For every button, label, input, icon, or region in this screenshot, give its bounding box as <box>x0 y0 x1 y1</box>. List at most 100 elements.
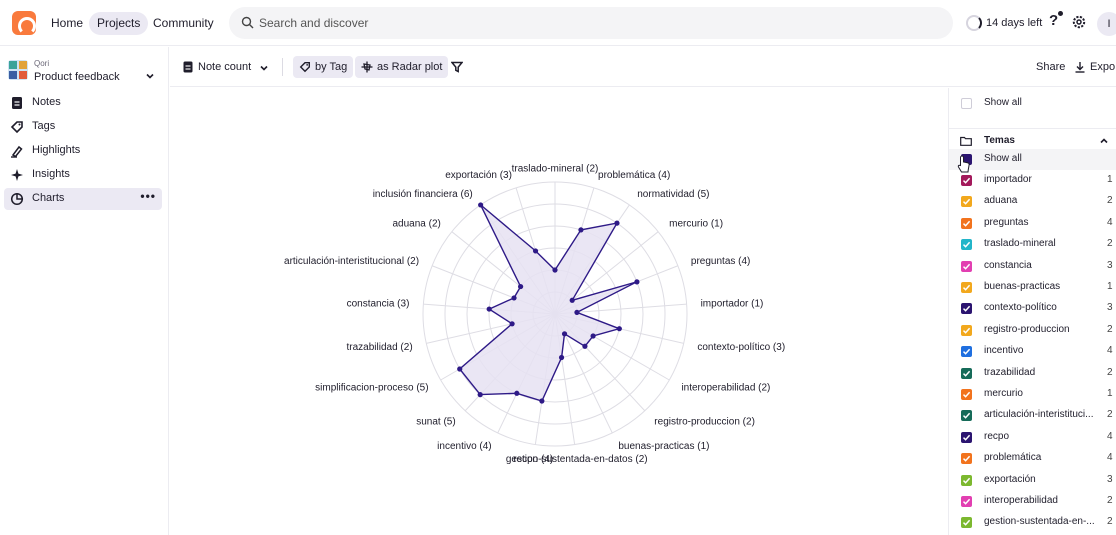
checkbox-checked-icon[interactable] <box>961 196 972 208</box>
radar-point[interactable] <box>590 333 596 339</box>
checkbox-checked-icon[interactable] <box>961 431 972 443</box>
metric-dropdown[interactable]: Note count <box>176 56 275 78</box>
app-logo[interactable] <box>12 11 36 35</box>
checkbox-checked-icon[interactable] <box>961 324 972 336</box>
legend-item[interactable]: problemática 4 <box>949 448 1116 469</box>
nav-home[interactable]: Home <box>51 16 84 30</box>
trial-progress-icon <box>966 15 982 31</box>
legend-item[interactable]: interoperabilidad 2 <box>949 491 1116 512</box>
legend-item[interactable]: exportación 3 <box>949 470 1116 491</box>
legend-show-all-top[interactable]: Show all <box>949 93 1116 114</box>
legend-item-count: 1 <box>1107 174 1113 185</box>
nav-projects[interactable]: Projects <box>89 12 149 35</box>
radar-point[interactable] <box>509 321 515 327</box>
left-sidebar: Qori Product feedback Notes Tags Highlig… <box>0 47 169 535</box>
checkbox-checked-icon[interactable] <box>961 517 972 529</box>
more-options-icon[interactable]: ••• <box>140 189 156 203</box>
legend-item[interactable]: gestion-sustentada-en-... 2 <box>949 512 1116 533</box>
checkbox-checked-icon[interactable] <box>961 367 972 379</box>
radar-point[interactable] <box>477 392 483 398</box>
checkbox-checked-icon[interactable] <box>961 346 972 358</box>
search-input[interactable] <box>259 7 939 39</box>
legend-item[interactable]: constancia 3 <box>949 256 1116 277</box>
radar-point[interactable] <box>539 398 545 404</box>
project-name[interactable]: Product feedback <box>34 71 120 83</box>
view-radar-button[interactable]: as Radar plot <box>355 56 449 78</box>
checkbox-checked-icon[interactable] <box>961 389 972 400</box>
legend-item[interactable]: articulación-interistituci... 2 <box>949 405 1116 426</box>
sidebar-item-highlights[interactable]: Highlights <box>4 140 162 162</box>
radar-point[interactable] <box>582 343 588 349</box>
legend-item[interactable]: mercurio 1 <box>949 384 1116 405</box>
radar-axis-label: interoperabilidad (2) <box>681 383 770 394</box>
legend-item[interactable]: traslado-mineral 2 <box>949 234 1116 255</box>
checkbox-checked-icon[interactable] <box>961 154 972 165</box>
legend-item-label: recpo <box>984 430 1010 442</box>
search-icon <box>241 16 254 29</box>
legend-item-label: interoperabilidad <box>984 495 1058 506</box>
legend-show-all-group[interactable]: Show all <box>949 149 1116 170</box>
legend-item[interactable]: preguntas 4 <box>949 213 1116 234</box>
checkbox-checked-icon[interactable] <box>961 282 972 293</box>
legend-item[interactable]: importador 1 <box>949 170 1116 191</box>
nav-community[interactable]: Community <box>153 16 214 30</box>
sidebar-item-tags[interactable]: Tags <box>4 116 162 138</box>
checkbox-checked-icon[interactable] <box>961 217 972 229</box>
checkbox-checked-icon[interactable] <box>961 303 972 315</box>
legend-item[interactable]: buenas-practicas 1 <box>949 277 1116 298</box>
radar-point[interactable] <box>634 279 640 285</box>
legend-item-count: 3 <box>1107 473 1113 485</box>
radar-point[interactable] <box>574 309 580 315</box>
radar-point[interactable] <box>478 202 484 208</box>
radar-point[interactable] <box>514 390 520 396</box>
checkbox-unchecked-icon[interactable] <box>961 98 972 109</box>
legend-item-label: contexto-político <box>984 302 1057 314</box>
legend-item[interactable]: recpo 4 <box>949 427 1116 448</box>
help-button[interactable]: ? <box>1049 11 1063 29</box>
gear-icon[interactable] <box>1071 14 1087 30</box>
radar-axis-label: problemática (4) <box>598 170 670 181</box>
sidebar-item-label: Tags <box>32 120 56 132</box>
legend-item[interactable]: incentivo 4 <box>949 341 1116 362</box>
chevron-up-icon[interactable] <box>1099 136 1109 146</box>
radar-point[interactable] <box>552 267 558 273</box>
radar-axis-label: normatividad (5) <box>637 189 709 200</box>
project-org: Qori <box>34 59 50 68</box>
sidebar-item-insights[interactable]: Insights <box>4 164 162 186</box>
checkbox-checked-icon[interactable] <box>961 474 972 486</box>
radar-axis-label: incentivo (4) <box>437 441 491 452</box>
share-button[interactable]: Share <box>1036 61 1066 73</box>
radar-point[interactable] <box>532 248 539 254</box>
checkbox-checked-icon[interactable] <box>961 410 972 422</box>
checkbox-checked-icon[interactable] <box>961 260 972 272</box>
checkbox-checked-icon[interactable] <box>961 453 972 465</box>
legend-group-temas[interactable]: Temas <box>949 128 1116 152</box>
radar-point[interactable] <box>561 331 568 337</box>
radar-point[interactable] <box>569 297 575 303</box>
export-button[interactable]: Expo <box>1068 56 1116 78</box>
legend-item[interactable]: trazabilidad 2 <box>949 363 1116 384</box>
filter-icon[interactable] <box>451 61 463 73</box>
radar-point[interactable] <box>486 306 492 312</box>
user-avatar[interactable]: I <box>1097 12 1116 36</box>
chevron-down-icon[interactable] <box>145 71 155 81</box>
legend-item[interactable]: registro-produccion 2 <box>949 320 1116 341</box>
radar-point[interactable] <box>558 354 565 361</box>
radar-point[interactable] <box>511 295 517 301</box>
search-bar[interactable] <box>229 7 953 39</box>
radar-point[interactable] <box>616 326 622 332</box>
group-by-tag-button[interactable]: by Tag <box>293 56 354 78</box>
radar-point[interactable] <box>614 220 620 226</box>
legend-show-all-label: Show all <box>984 97 1022 108</box>
legend-item[interactable]: aduana 2 <box>949 191 1116 212</box>
checkbox-checked-icon[interactable] <box>961 175 972 186</box>
radar-point[interactable] <box>578 227 584 233</box>
checkbox-checked-icon[interactable] <box>961 496 972 507</box>
checkbox-checked-icon[interactable] <box>961 239 972 251</box>
note-icon <box>12 97 22 109</box>
legend-item[interactable]: contexto-político 3 <box>949 298 1116 319</box>
sidebar-item-notes[interactable]: Notes <box>4 92 162 114</box>
sidebar-item-charts[interactable]: Charts ••• <box>4 188 162 210</box>
radar-point[interactable] <box>457 366 463 372</box>
radar-point[interactable] <box>517 283 524 290</box>
